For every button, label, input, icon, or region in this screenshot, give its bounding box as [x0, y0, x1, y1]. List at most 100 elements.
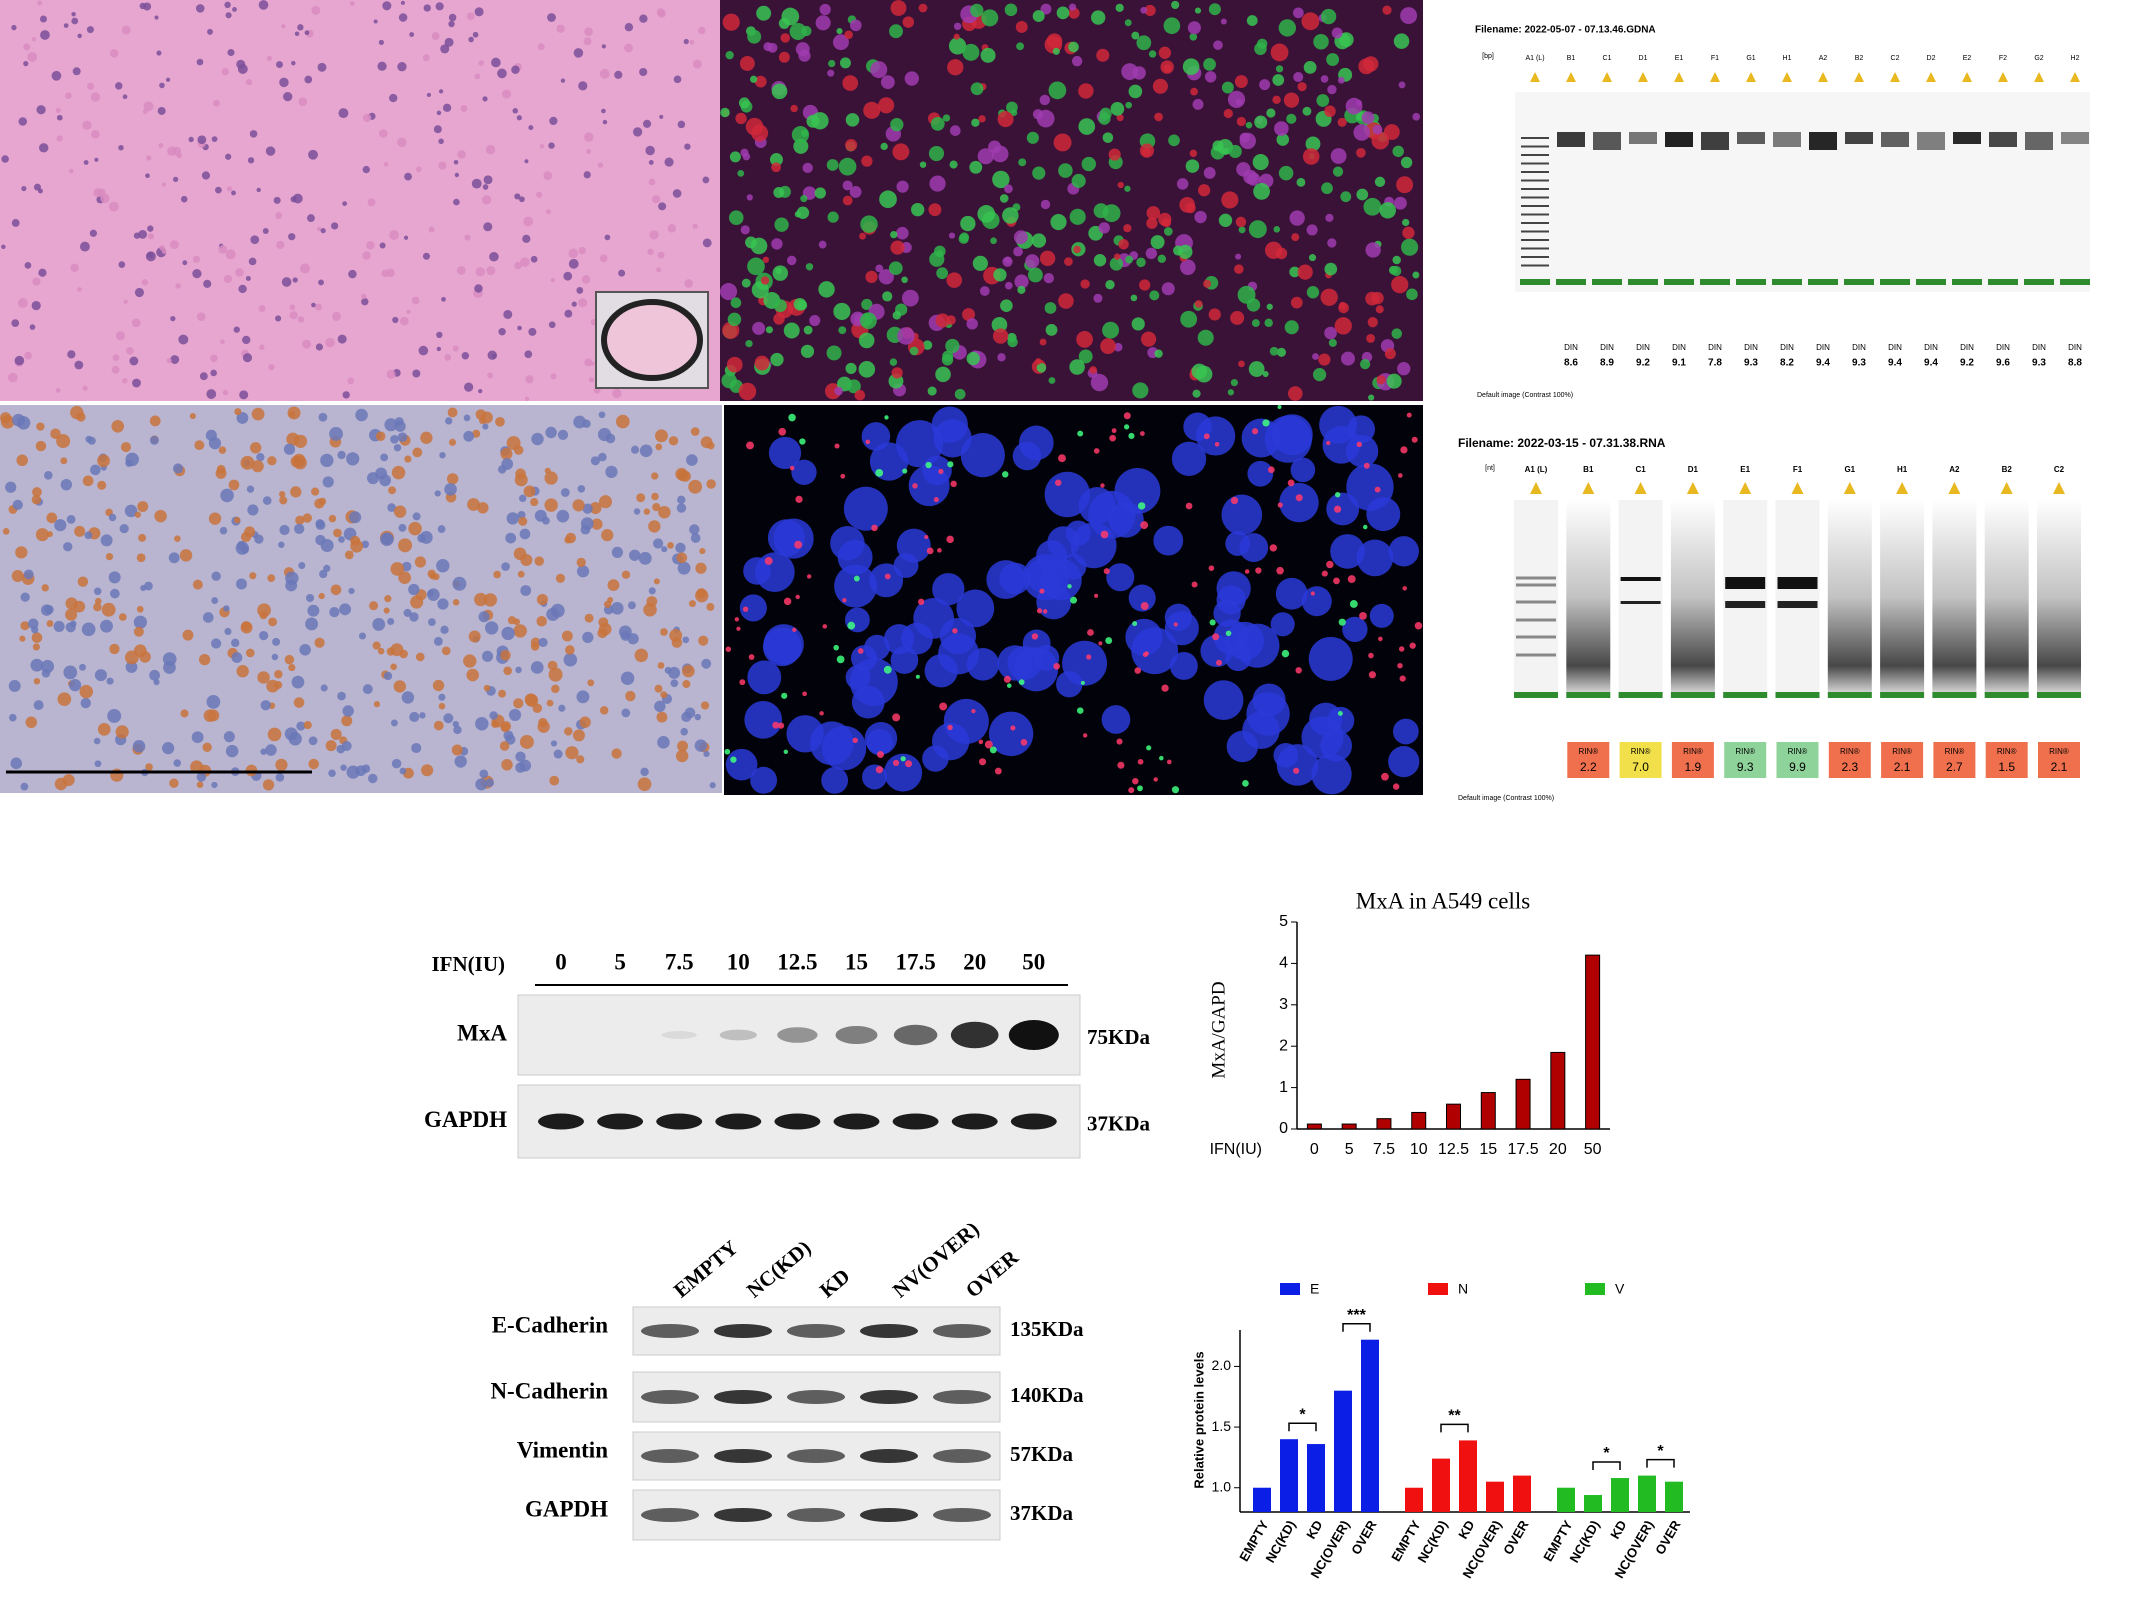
ihc-stain-cell: [320, 453, 334, 468]
if-stain-cell: [754, 355, 770, 371]
fish-probe-cell: [764, 556, 773, 565]
if-stain-cell: [970, 3, 984, 18]
ihc-stain-cell: [136, 553, 146, 563]
ihc-stain-cell: [251, 460, 264, 473]
fish-probe-cell: [1356, 441, 1363, 448]
ihc-stain-cell: [32, 487, 42, 497]
he-stain-cell: [377, 61, 387, 71]
if-stain-cell: [892, 143, 910, 161]
ihc-stain-cell: [303, 721, 312, 730]
he-stain-cell: [11, 24, 17, 31]
ihc-stain-cell: [513, 698, 524, 709]
he-stain-cell: [392, 316, 399, 324]
if-stain-cell: [1248, 220, 1267, 239]
fish-nuclei-cell: [1326, 492, 1360, 526]
if-stain-cell: [1228, 144, 1242, 158]
ihc-stain-cell: [556, 509, 570, 523]
ihc-stain-cell: [598, 617, 609, 628]
if-stain-cell: [1050, 213, 1067, 231]
fish-probe-cell: [1208, 565, 1215, 571]
fish-nuclei-cell: [1270, 612, 1295, 637]
if-stain-cell: [849, 19, 862, 32]
he-stain-cell: [564, 309, 573, 318]
if-stain-cell: [966, 318, 978, 330]
ihc-stain-cell: [20, 592, 30, 602]
fish-probe-cell: [840, 473, 846, 479]
ihc-stain-cell: [311, 487, 320, 496]
if-stain-cell: [1362, 56, 1379, 72]
fish-probe-cell: [938, 468, 944, 475]
ihc-stain-cell: [65, 608, 78, 621]
score-value: 9.9: [1789, 760, 1806, 774]
if-stain-cell: [1286, 113, 1297, 124]
ihc-stain-cell: [580, 517, 594, 530]
blot-band: [597, 1113, 644, 1130]
if-stain-cell: [878, 97, 895, 114]
ihc-stain-cell: [362, 684, 373, 695]
ihc-stain-cell: [305, 593, 315, 603]
if-stain-cell: [1090, 373, 1109, 392]
if-stain-cell: [1015, 20, 1028, 33]
ihc-stain-cell: [54, 777, 68, 791]
x-tick-label: 0: [1310, 1141, 1319, 1158]
ihc-stain-cell: [698, 635, 709, 646]
ihc-stain-cell: [31, 626, 39, 634]
ihc-stain-cell: [384, 418, 398, 432]
fish-probe-cell: [742, 606, 749, 612]
ihc-stain-cell: [240, 531, 252, 543]
if-stain-cell: [1191, 363, 1208, 380]
fish-probe-cell: [1123, 412, 1131, 420]
marker-band: [1556, 279, 1586, 285]
he-stain-cell: [225, 153, 232, 160]
fish-nuclei-cell: [1044, 471, 1091, 518]
he-stain-cell: [51, 70, 62, 81]
ihc-stain-cell: [293, 697, 305, 708]
he-stain-cell: [453, 160, 459, 165]
ihc-stain-cell: [648, 520, 661, 533]
fish-nuclei-cell: [821, 725, 867, 771]
score-value: 9.6: [1996, 358, 2010, 369]
he-stain-cell: [373, 19, 378, 24]
he-stain-cell: [159, 82, 165, 89]
he-stain-cell: [159, 245, 165, 251]
if-stain-cell: [1223, 108, 1233, 119]
he-stain-cell: [235, 268, 244, 277]
ihc-stain-cell: [399, 649, 408, 659]
ihc-stain-cell: [361, 540, 370, 549]
blot-band: [950, 1021, 999, 1049]
he-stain-cell: [548, 142, 555, 149]
ihc-stain-cell: [305, 617, 319, 631]
if-stain-cell: [749, 75, 758, 83]
fish-probe-cell: [1111, 428, 1117, 434]
blot-band: [714, 1449, 772, 1463]
he-stain-cell: [599, 68, 610, 79]
fish-nuclei-cell: [1203, 680, 1244, 721]
ihc-stain-cell: [44, 471, 53, 480]
fish-probe-cell: [1287, 479, 1295, 487]
he-stain-cell: [382, 1, 392, 11]
he-stain-cell: [466, 12, 475, 21]
marker-band: [1700, 279, 1730, 285]
if-stain-cell: [1163, 17, 1181, 35]
ihc-stain-cell: [706, 479, 716, 489]
ihc-stain-cell: [328, 769, 336, 777]
he-stain-cell: [528, 327, 537, 336]
if-stain-cell: [1018, 158, 1027, 167]
ihc-stain-cell: [637, 777, 652, 791]
if-stain-cell: [1213, 40, 1223, 50]
he-stain-cell: [584, 358, 593, 367]
ihc-stain-cell: [101, 602, 116, 617]
if-stain-cell: [778, 17, 790, 29]
fish-probe-cell: [884, 415, 889, 420]
he-stain-cell: [63, 23, 69, 28]
if-stain-cell: [1076, 331, 1093, 348]
if-stain-cell: [786, 255, 797, 266]
if-stain-cell: [1363, 197, 1382, 216]
ihc-stain-cell: [515, 762, 526, 773]
if-stain-cell: [904, 71, 919, 86]
ihc-stain-cell: [689, 524, 700, 535]
if-stain: [720, 0, 1423, 401]
warning-icon: [1818, 72, 1828, 82]
he-stain-cell: [215, 186, 222, 194]
if-stain-cell: [742, 152, 751, 161]
